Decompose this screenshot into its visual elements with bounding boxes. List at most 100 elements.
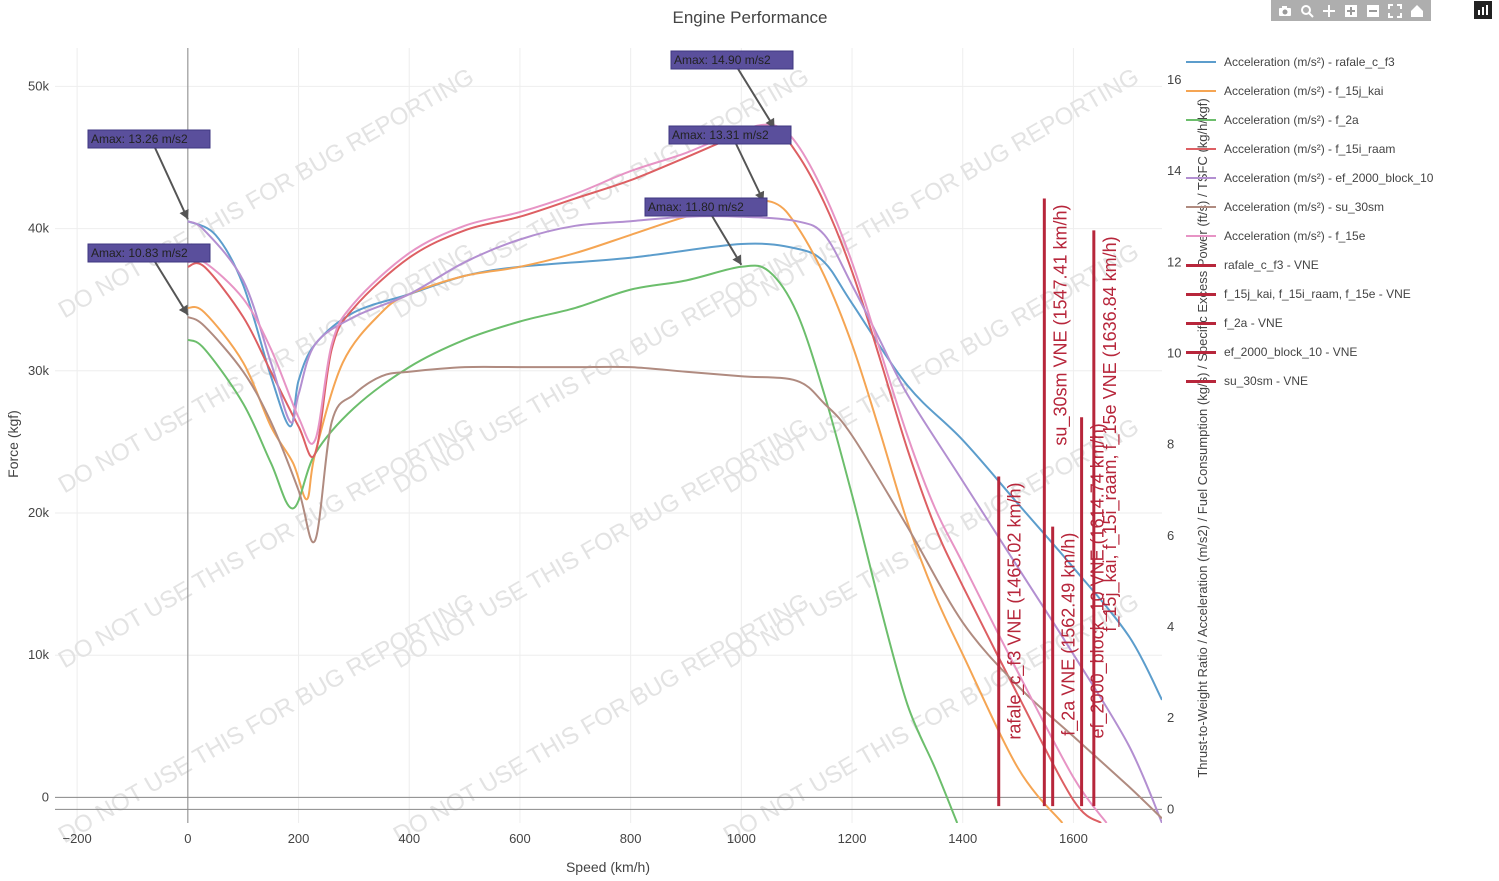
annotation-arrow — [154, 261, 189, 316]
vne-label: su_30sm VNE (1547.41 km/h) — [1050, 204, 1071, 445]
annotation-label: Amax: 10.83 m/s2 — [91, 246, 188, 260]
annotation-box — [87, 129, 211, 149]
legend-item[interactable]: Acceleration (m/s²) - f_15e — [1186, 226, 1365, 246]
vne-label: f_2a VNE (1562.49 km/h) — [1059, 533, 1080, 736]
y2-tick-label: 0 — [1167, 801, 1174, 816]
legend-label: Acceleration (m/s²) - f_15j_kai — [1224, 84, 1384, 98]
autoscale-icon[interactable] — [1385, 1, 1405, 21]
legend-item[interactable]: Acceleration (m/s²) - f_2a — [1186, 110, 1359, 130]
annotation-box — [87, 243, 211, 263]
annotation-label: Amax: 14.90 m/s2 — [674, 53, 771, 67]
vne-label: f_15j_kai, f_15i_raam, f_15e VNE (1636.8… — [1100, 236, 1121, 631]
legend-label: Acceleration (m/s²) - su_30sm — [1224, 200, 1385, 214]
series-line-f-2a[interactable] — [187, 264, 959, 823]
legend-item[interactable]: Acceleration (m/s²) - f_15j_kai — [1186, 81, 1383, 101]
legend-swatch — [1186, 119, 1216, 121]
x-tick-label: 0 — [184, 831, 191, 846]
vne-label: rafale_c_f3 VNE (1465.02 km/h) — [1005, 483, 1026, 740]
annotation-arrowhead — [178, 304, 188, 315]
y2-tick-label: 14 — [1167, 163, 1181, 178]
legend-item[interactable]: Acceleration (m/s²) - f_15i_raam — [1186, 139, 1395, 159]
legend-item[interactable]: Acceleration (m/s²) - rafale_c_f3 — [1186, 52, 1395, 72]
plotly-logo-icon[interactable] — [1474, 1, 1492, 19]
series-line-f-15e[interactable] — [187, 123, 1108, 823]
annotation-box — [644, 197, 768, 217]
legend-label: ef_2000_block_10 - VNE — [1224, 345, 1358, 359]
legend-label: f_15j_kai, f_15i_raam, f_15e - VNE — [1224, 287, 1411, 301]
legend-item[interactable]: f_15j_kai, f_15i_raam, f_15e - VNE — [1186, 284, 1411, 304]
legend-label: f_2a - VNE — [1224, 316, 1283, 330]
y2-axis-title: Thrust-to-Weight Ratio / Acceleration (m… — [1195, 98, 1210, 777]
annotation-box — [670, 50, 794, 70]
x-tick-label: 800 — [620, 831, 642, 846]
legend-swatch — [1186, 321, 1216, 325]
y2-tick-label: 8 — [1167, 437, 1174, 452]
y-tick-label: 20k — [28, 505, 49, 520]
y2-tick-label: 4 — [1167, 619, 1174, 634]
x-tick-label: 600 — [509, 831, 531, 846]
y-tick-label: 10k — [28, 647, 49, 662]
pan-icon[interactable] — [1319, 1, 1339, 21]
legend-item[interactable]: ef_2000_block_10 - VNE — [1186, 342, 1357, 362]
chart-title: Engine Performance — [673, 8, 828, 27]
annotation-arrowhead — [732, 254, 742, 265]
legend-label: su_30sm - VNE — [1224, 374, 1309, 388]
annotation-arrow — [711, 215, 743, 266]
legend-swatch — [1186, 90, 1216, 92]
annotation-arrow — [737, 68, 776, 129]
vne-lines[interactable]: rafale_c_f3 VNE (1465.02 km/h) su_30sm VN… — [997, 198, 1121, 807]
legend-swatch — [1186, 350, 1216, 354]
legend-label: rafale_c_f3 - VNE — [1224, 258, 1319, 272]
y-tick-label: 30k — [28, 363, 49, 378]
legend-item[interactable]: rafale_c_f3 - VNE — [1186, 255, 1319, 275]
legend-swatch — [1186, 206, 1216, 208]
legend-item[interactable]: Acceleration (m/s²) - ef_2000_block_10 — [1186, 168, 1433, 188]
annotation-label: Amax: 13.26 m/s2 — [91, 132, 188, 146]
series-line-f-15i-raam[interactable] — [187, 127, 1102, 823]
annotation-arrowhead — [179, 208, 189, 220]
series-line-su-30sm[interactable] — [187, 316, 1162, 820]
axes: −200 0 200 400 600 800 1000 1200 1400 1600 0 10k 20k… — [28, 48, 1181, 846]
legend-item[interactable]: su_30sm - VNE — [1186, 371, 1308, 391]
x-tick-label: −200 — [62, 831, 91, 846]
legend-label: Acceleration (m/s²) - ef_2000_block_10 — [1224, 171, 1434, 185]
y2-tick-label: 12 — [1167, 254, 1181, 269]
legend-swatch — [1186, 235, 1216, 237]
x-axis-title: Speed (km/h) — [566, 859, 650, 875]
y2-tick-label: 10 — [1167, 345, 1181, 360]
x-tick-label: 1400 — [948, 831, 977, 846]
legend-item[interactable]: Acceleration (m/s²) - su_30sm — [1186, 197, 1384, 217]
annotation-label: Amax: 13.31 m/s2 — [672, 128, 769, 142]
chart-toolbar — [1271, 0, 1431, 21]
zoom-in-icon[interactable] — [1341, 1, 1361, 21]
zoom-out-icon[interactable] — [1363, 1, 1383, 21]
annotation-arrowhead — [765, 117, 775, 129]
legend-swatch — [1186, 177, 1216, 179]
legend-swatch — [1186, 263, 1216, 267]
y2-tick-label: 6 — [1167, 528, 1174, 543]
legend-item[interactable]: f_2a - VNE — [1186, 313, 1283, 333]
y-tick-label: 40k — [28, 221, 49, 236]
y2-tick-label: 16 — [1167, 72, 1181, 87]
legend-label: Acceleration (m/s²) - rafale_c_f3 — [1224, 55, 1395, 69]
legend-label: Acceleration (m/s²) - f_2a — [1224, 113, 1359, 127]
y-tick-label: 50k — [28, 78, 49, 93]
y2-tick-label: 2 — [1167, 710, 1174, 725]
reset-axes-icon[interactable] — [1407, 1, 1427, 21]
annotation-arrow — [154, 147, 189, 220]
y-tick-label: 0 — [42, 789, 49, 804]
annotation-box — [668, 125, 792, 145]
legend-swatch — [1186, 379, 1216, 383]
legend-label: Acceleration (m/s²) - f_15i_raam — [1224, 142, 1396, 156]
legend-label: Acceleration (m/s²) - f_15e — [1224, 229, 1366, 243]
camera-icon[interactable] — [1275, 1, 1295, 21]
series-line-rafale-c-f3[interactable] — [187, 220, 1162, 701]
annotations: Amax: 13.26 m/s2 Amax: 10.83 m/s2 Amax: 14… — [87, 50, 794, 316]
x-tick-label: 1600 — [1059, 831, 1088, 846]
x-tick-label: 400 — [398, 831, 420, 846]
zoom-icon[interactable] — [1297, 1, 1317, 21]
x-tick-label: 200 — [288, 831, 310, 846]
annotation-label: Amax: 11.80 m/s2 — [648, 200, 744, 214]
